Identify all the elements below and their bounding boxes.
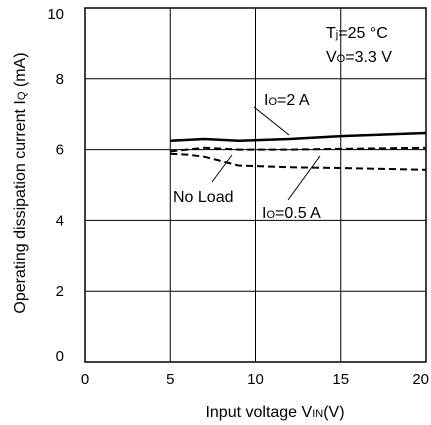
y-tick-labels: 0 2 4 6 8 10: [47, 6, 64, 365]
series-label-io-05a: IO=0.5 A: [262, 205, 321, 222]
x-tick-labels: 0 5 10 15 20: [81, 371, 429, 388]
x-axis-label: Input voltage VIN(V): [205, 404, 344, 421]
grid: [85, 8, 426, 362]
x-tick-label: 10: [247, 371, 264, 388]
y-tick-label: 0: [56, 348, 64, 365]
x-tick-label: 15: [332, 371, 349, 388]
annotation-leaders: [211, 106, 321, 201]
condition-vo: VO=3.3 V: [326, 49, 392, 66]
leader-no-load: [211, 154, 233, 183]
y-axis-label: Operating dissipation current IQ (mA): [12, 52, 29, 313]
leader-io-2a: [253, 106, 290, 136]
y-tick-label: 4: [56, 212, 64, 229]
x-tick-label: 5: [166, 371, 174, 388]
x-tick-label: 20: [412, 371, 429, 388]
x-tick-label: 0: [81, 371, 89, 388]
series-label-no-load: No Load: [173, 189, 234, 206]
y-tick-label: 2: [56, 283, 64, 300]
series-line-io-05a: [170, 152, 427, 171]
series-line-no-load: [170, 146, 427, 153]
y-tick-label: 6: [56, 142, 64, 159]
condition-tj: Tj=25 °C: [326, 25, 388, 42]
y-tick-label: 10: [47, 6, 64, 23]
series-label-io-2a: IO=2 A: [264, 92, 310, 109]
series-line-io-2a: [170, 131, 427, 143]
plot-frame: [84, 7, 427, 363]
series-lines: [170, 131, 427, 171]
y-tick-label: 8: [56, 71, 64, 88]
leader-io-05a: [287, 155, 321, 201]
